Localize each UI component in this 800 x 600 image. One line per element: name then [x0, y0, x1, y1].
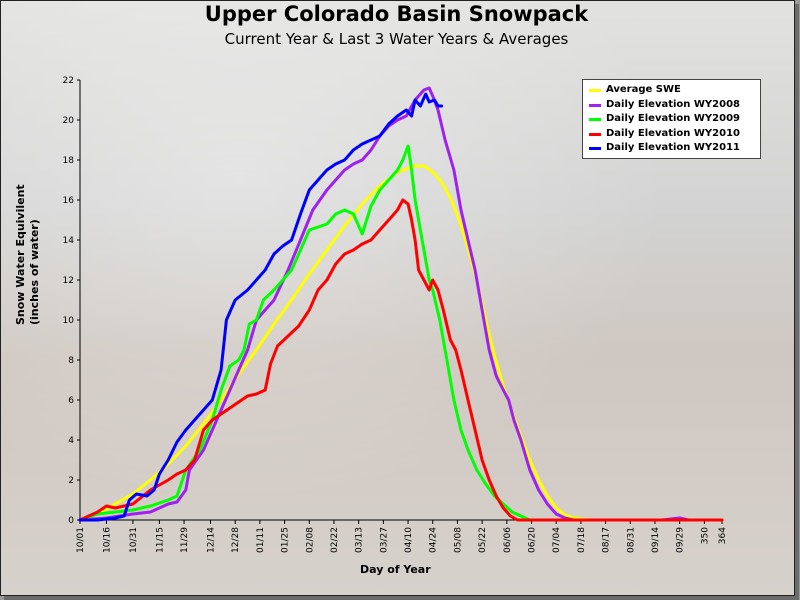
x-tick-label: 01/25	[281, 527, 291, 553]
y-tick-label: 4	[68, 436, 74, 446]
x-tick-label: 350	[700, 527, 710, 544]
tick-labels: 0 2 4 6 8 10 12 14 16 18 20 22 10/01 10/16 10/31 11/15 1…	[63, 76, 728, 553]
legend: Average SWE Daily Elevation WY2008 Daily E…	[582, 79, 761, 159]
y-tick-label: 18	[63, 156, 75, 166]
legend-label: Daily Elevation WY2009	[606, 113, 740, 124]
legend-label: Average SWE	[606, 84, 681, 95]
x-tick-label: 09/29	[676, 527, 686, 553]
x-tick-label: 03/27	[379, 527, 389, 553]
y-tick-label: 8	[68, 356, 74, 366]
y-axis-label-line-1: Snow Water Equivilent	[14, 184, 28, 325]
x-tick-label: 03/13	[355, 527, 365, 553]
x-tick-label: 12/14	[207, 527, 217, 553]
series-line-2	[78, 144, 724, 522]
series-line-1	[78, 86, 724, 522]
x-tick-label: 11/29	[180, 527, 190, 553]
x-tick-label: 364	[718, 527, 728, 544]
x-tick-label: 05/08	[453, 527, 463, 553]
y-tick-label: 10	[63, 316, 75, 326]
x-tick-label: 10/31	[129, 527, 139, 553]
series-line-0	[78, 164, 724, 522]
y-tick-label: 16	[63, 196, 75, 206]
legend-item: Daily Elevation WY2011	[589, 142, 757, 155]
series-line-4	[78, 92, 444, 522]
series-lines	[78, 86, 724, 522]
chart-subtitle: Current Year & Last 3 Water Years & Aver…	[224, 30, 569, 48]
series-line-3	[78, 198, 724, 522]
x-tick-label: 10/01	[76, 527, 86, 553]
x-tick-label: 11/15	[155, 527, 165, 553]
x-tick-label: 05/22	[478, 527, 488, 553]
y-tick-label: 12	[63, 276, 74, 286]
legend-item: Daily Elevation WY2009	[589, 113, 757, 126]
x-tick-label: 08/31	[626, 527, 636, 553]
x-tick-label: 06/20	[528, 527, 538, 553]
y-tick-label: 22	[63, 76, 74, 86]
x-tick-label: 04/24	[429, 527, 439, 553]
legend-label: Daily Elevation WY2008	[606, 98, 740, 110]
x-tick-label: 07/04	[552, 527, 562, 553]
legend-swatch	[589, 89, 601, 92]
x-tick-label: 02/08	[305, 527, 315, 553]
legend-item: Daily Elevation WY2010	[589, 128, 757, 141]
y-axis-label: Snow Water Equivilent (inches of water)	[14, 184, 44, 325]
legend-swatch	[589, 103, 601, 107]
x-tick-label: 09/14	[651, 527, 661, 553]
legend-item: Average SWE	[589, 84, 757, 97]
y-tick-label: 2	[68, 476, 74, 486]
chart-title: Upper Colorado Basin Snowpack	[204, 2, 589, 26]
y-tick-label: 14	[63, 236, 75, 246]
x-tick-label: 08/17	[602, 527, 612, 553]
x-tick-label: 12/28	[231, 527, 241, 553]
x-tick-label: 01/11	[256, 527, 266, 553]
y-tick-label: 0	[68, 516, 74, 526]
x-tick-label: 06/06	[503, 527, 513, 553]
x-axis-label: Day of Year	[360, 563, 431, 576]
legend-swatch	[589, 118, 601, 121]
x-tick-label: 02/22	[330, 527, 340, 553]
x-tick-label: 07/18	[577, 527, 587, 553]
legend-swatch	[589, 147, 601, 150]
x-tick-label: 10/16	[102, 527, 112, 553]
y-tick-label: 20	[63, 116, 75, 126]
legend-label: Daily Elevation WY2010	[606, 127, 740, 139]
legend-swatch	[589, 132, 601, 136]
legend-item: Daily Elevation WY2008	[589, 99, 757, 112]
y-axis-label-line-2: (inches of water)	[28, 219, 42, 325]
legend-label: Daily Elevation WY2011	[606, 142, 740, 153]
y-tick-label: 6	[68, 396, 74, 406]
x-tick-label: 04/10	[404, 527, 414, 553]
